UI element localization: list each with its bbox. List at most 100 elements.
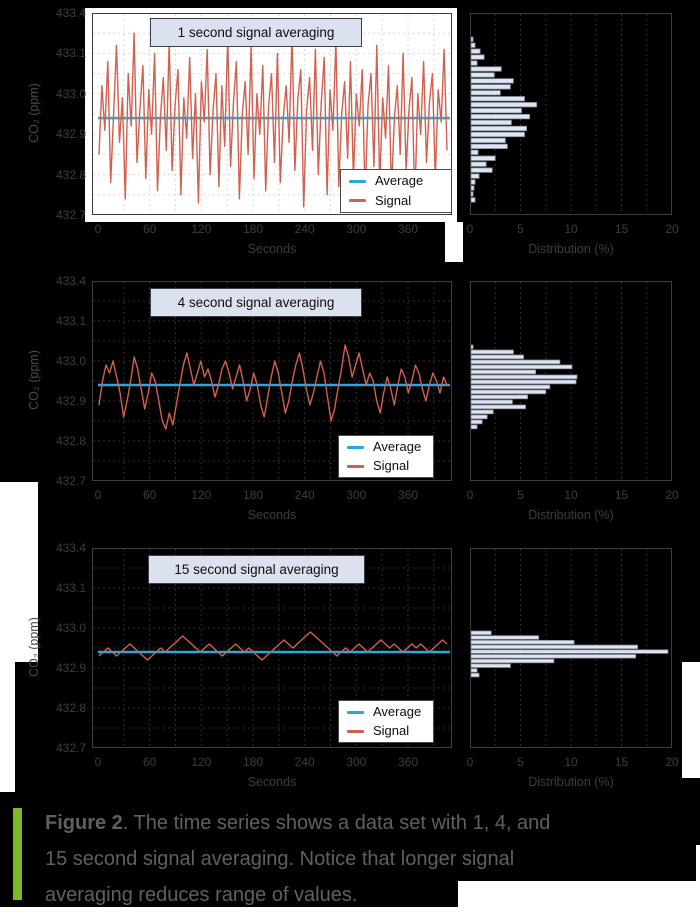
xtick-label: 10	[564, 222, 578, 236]
ytick-label: 433.4	[55, 6, 86, 20]
ytick-label: 433.0	[55, 86, 86, 101]
signal-line-swatch	[347, 729, 364, 733]
legend-row-average: Average	[347, 440, 425, 454]
signal-line-swatch	[349, 199, 366, 203]
plot1-xlabel: Seconds	[247, 242, 297, 256]
caption-line-2: 15 second signal averaging. Notice that …	[45, 848, 515, 870]
xtick-label: 60	[142, 222, 157, 236]
caption-black-band-line1	[0, 808, 700, 845]
ytick-label: 432.9	[55, 661, 86, 675]
xtick-label: 5	[517, 222, 524, 236]
hist3-xlabel: Distribution (%)	[528, 775, 614, 789]
plot2-xlabel: Seconds	[247, 508, 297, 522]
xtick-label: 15	[614, 222, 629, 236]
ytick-label: 432.8	[55, 167, 86, 182]
xtick-label: 0	[94, 755, 102, 769]
xtick-label: 10	[564, 488, 578, 502]
xtick-label: 120	[191, 488, 212, 502]
caption-black-band-line3	[0, 881, 458, 907]
xtick-label: 0	[466, 222, 474, 236]
legend-row-signal: Signal	[349, 192, 443, 209]
legend-row-average: Average	[347, 705, 425, 719]
ytick-label: 433.4	[55, 541, 86, 555]
hist1-xlabel: Distribution (%)	[528, 242, 614, 256]
plot3-title-box: 15 second signal averaging	[148, 555, 365, 584]
xtick-label: 0	[94, 222, 102, 236]
legend-average-label: Average	[373, 704, 422, 719]
xtick-label: 240	[294, 488, 315, 502]
ytick-label: 433.0	[55, 621, 86, 635]
caption-line-1: Figure 2. The time series shows a data s…	[45, 812, 550, 835]
xtick-label: 120	[191, 222, 212, 236]
xtick-label: 60	[142, 755, 157, 769]
xtick-label: 15	[614, 488, 629, 502]
ytick-label: 432.7	[55, 474, 86, 488]
plot2-legend: Average Signal	[338, 435, 434, 478]
xtick-label: 360	[397, 488, 419, 502]
ytick-label: 432.9	[55, 127, 86, 142]
xtick-label: 300	[346, 755, 367, 769]
white-strip-left-b	[0, 662, 15, 792]
xtick-label: 360	[397, 222, 419, 236]
histogram-15s	[470, 548, 672, 748]
plot2-ylabel: CO₂ (ppm)	[27, 350, 41, 410]
plot2-title-box: 4 second signal averaging	[150, 288, 362, 317]
xtick-label: 240	[294, 755, 315, 769]
time-series-plot-1s	[92, 13, 452, 215]
ytick-label: 433.4	[55, 274, 86, 288]
ytick-label: 433.0	[55, 354, 86, 368]
white-sliver-under-plot1	[445, 222, 463, 262]
legend-row-average: Average	[349, 174, 443, 189]
caption-black-band-line2	[0, 845, 696, 881]
plot3-xlabel: Seconds	[247, 775, 297, 789]
xtick-label: 300	[346, 488, 367, 502]
plot1-title-box: 1 second signal averaging	[150, 18, 362, 47]
caption-accent-bar	[13, 808, 22, 900]
histogram-4s	[470, 281, 672, 481]
plot1-title: 1 second signal averaging	[177, 25, 335, 40]
ytick-label: 432.9	[55, 394, 86, 408]
legend-signal-label: Signal	[375, 192, 412, 208]
plot1-legend: Average Signal	[340, 169, 452, 213]
xtick-label: 15	[614, 755, 629, 769]
ytick-label: 432.8	[55, 701, 86, 715]
hist2-xlabel: Distribution (%)	[528, 508, 614, 522]
xtick-label: 20	[665, 755, 679, 769]
figure-label: Figure 2	[45, 812, 123, 834]
ytick-label: 433.1	[55, 581, 86, 595]
plot3-title: 15 second signal averaging	[174, 562, 339, 577]
xtick-label: 180	[242, 222, 264, 236]
legend-average-label: Average	[373, 439, 422, 454]
histogram-1s	[470, 13, 672, 215]
plot3-ylabel: CO₂ (ppm)	[27, 617, 41, 677]
xtick-label: 60	[142, 488, 157, 502]
legend-row-signal: Signal	[347, 459, 425, 473]
average-line-swatch	[349, 179, 366, 183]
caption-text-1: . The time series shows a data set with …	[122, 812, 551, 834]
legend-signal-label: Signal	[373, 723, 410, 738]
xtick-label: 360	[397, 755, 419, 769]
xtick-label: 240	[294, 222, 315, 236]
xtick-label: 120	[191, 755, 212, 769]
caption-line-3: averaging reduces range of values.	[45, 884, 358, 906]
average-line-swatch	[347, 710, 364, 714]
legend-signal-label: Signal	[373, 458, 410, 473]
xtick-label: 0	[94, 488, 102, 502]
xtick-label: 180	[242, 488, 264, 502]
xtick-label: 0	[466, 755, 474, 769]
ytick-label: 432.7	[55, 208, 86, 222]
xtick-label: 0	[466, 488, 474, 502]
xtick-label: 180	[242, 755, 264, 769]
ytick-label: 432.8	[55, 434, 86, 448]
legend-average-label: Average	[375, 173, 424, 189]
xtick-label: 5	[517, 488, 524, 502]
xtick-label: 20	[665, 222, 679, 236]
xtick-label: 20	[665, 488, 679, 502]
plot1-ylabel: CO₂ (ppm)	[27, 83, 41, 143]
xtick-label: 10	[564, 755, 578, 769]
white-strip-right	[682, 662, 700, 778]
xtick-label: 5	[517, 755, 524, 769]
legend-row-signal: Signal	[347, 724, 425, 738]
plot3-legend: Average Signal	[338, 700, 434, 743]
